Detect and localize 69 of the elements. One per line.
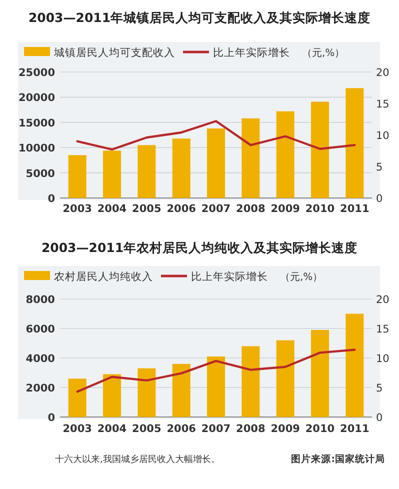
x-tick-label: 2007 bbox=[201, 203, 231, 215]
y-tick-label: 6000 bbox=[26, 324, 55, 336]
y2-tick-label: 15 bbox=[376, 98, 390, 110]
legend-label: 比上年实际增长 bbox=[213, 46, 290, 59]
text: 十六大以来,我国城乡居民收入大幅增长。 bbox=[55, 454, 220, 465]
y-tick-label: 5000 bbox=[26, 168, 55, 180]
bar bbox=[206, 356, 226, 417]
bar bbox=[172, 138, 190, 198]
x-tick-label: 2005 bbox=[132, 203, 162, 215]
bar bbox=[172, 364, 190, 417]
x-tick-label: 2005 bbox=[132, 423, 162, 435]
x-tick-label: 2009 bbox=[270, 203, 300, 215]
y-tick-label: 10000 bbox=[18, 142, 55, 155]
bar bbox=[102, 374, 122, 417]
y2-tick-label: 0 bbox=[376, 412, 383, 424]
x-tick-label: 2004 bbox=[97, 423, 127, 435]
y2-tick-label: 15 bbox=[376, 324, 390, 336]
y2-tick-label: 5 bbox=[376, 162, 383, 174]
legend-label: 比上年实际增长 bbox=[191, 270, 268, 283]
y2-tick-label: 5 bbox=[376, 382, 383, 394]
text: （元,%） bbox=[280, 272, 323, 283]
y-tick-label: 4000 bbox=[26, 353, 55, 365]
legend-label: 农村居民人均纯收入 bbox=[54, 270, 153, 283]
bar bbox=[310, 330, 330, 417]
bar bbox=[346, 88, 364, 198]
y2-tick-label: 20 bbox=[376, 67, 390, 79]
y-tick-label: 0 bbox=[48, 193, 55, 205]
bar bbox=[102, 150, 122, 198]
x-tick-label: 2003 bbox=[62, 423, 92, 435]
y-tick-label: 20000 bbox=[18, 92, 55, 104]
chart-title: 2003—2011年城镇居民人均可支配收入及其实际增长速度 bbox=[28, 10, 371, 25]
x-tick-label: 2006 bbox=[166, 423, 196, 435]
text: 图片来源:国家统计局 bbox=[291, 453, 385, 465]
x-tick-label: 2008 bbox=[236, 203, 266, 215]
x-tick-label: 2007 bbox=[201, 423, 231, 435]
x-tick-label: 2011 bbox=[340, 203, 370, 215]
bar bbox=[346, 314, 364, 417]
bar bbox=[68, 155, 86, 198]
x-tick-label: 2004 bbox=[97, 203, 127, 215]
line-series bbox=[76, 348, 356, 393]
y-tick-label: 0 bbox=[48, 412, 55, 424]
bar bbox=[138, 145, 156, 198]
x-tick-label: 2010 bbox=[305, 203, 335, 215]
y2-tick-label: 20 bbox=[376, 294, 390, 306]
x-tick-label: 2008 bbox=[236, 423, 266, 435]
bar bbox=[138, 368, 156, 417]
x-tick-label: 2006 bbox=[166, 203, 196, 215]
x-tick-label: 2011 bbox=[340, 423, 370, 435]
bar bbox=[276, 111, 294, 198]
y2-tick-label: 10 bbox=[376, 130, 390, 142]
y-tick-label: 2000 bbox=[26, 382, 55, 394]
bar bbox=[206, 128, 226, 198]
y2-tick-label: 10 bbox=[376, 353, 390, 365]
line-series bbox=[76, 120, 356, 151]
bar bbox=[276, 340, 294, 417]
x-tick-label: 2003 bbox=[62, 203, 92, 215]
x-tick-label: 2010 bbox=[305, 423, 335, 435]
bar bbox=[68, 378, 86, 417]
chart-title: 2003—2011年农村居民人均纯收入及其实际增长速度 bbox=[41, 240, 358, 255]
bar bbox=[310, 102, 330, 198]
bar bbox=[242, 346, 260, 417]
legend-label: 城镇居民人均可支配收入 bbox=[53, 46, 175, 59]
y-tick-label: 8000 bbox=[26, 294, 55, 306]
y2-tick-label: 0 bbox=[376, 193, 383, 205]
y-tick-label: 15000 bbox=[18, 117, 55, 130]
text: （元,%） bbox=[302, 48, 345, 59]
y-tick-label: 25000 bbox=[18, 67, 55, 79]
x-tick-label: 2009 bbox=[270, 423, 300, 435]
bar bbox=[242, 118, 260, 198]
